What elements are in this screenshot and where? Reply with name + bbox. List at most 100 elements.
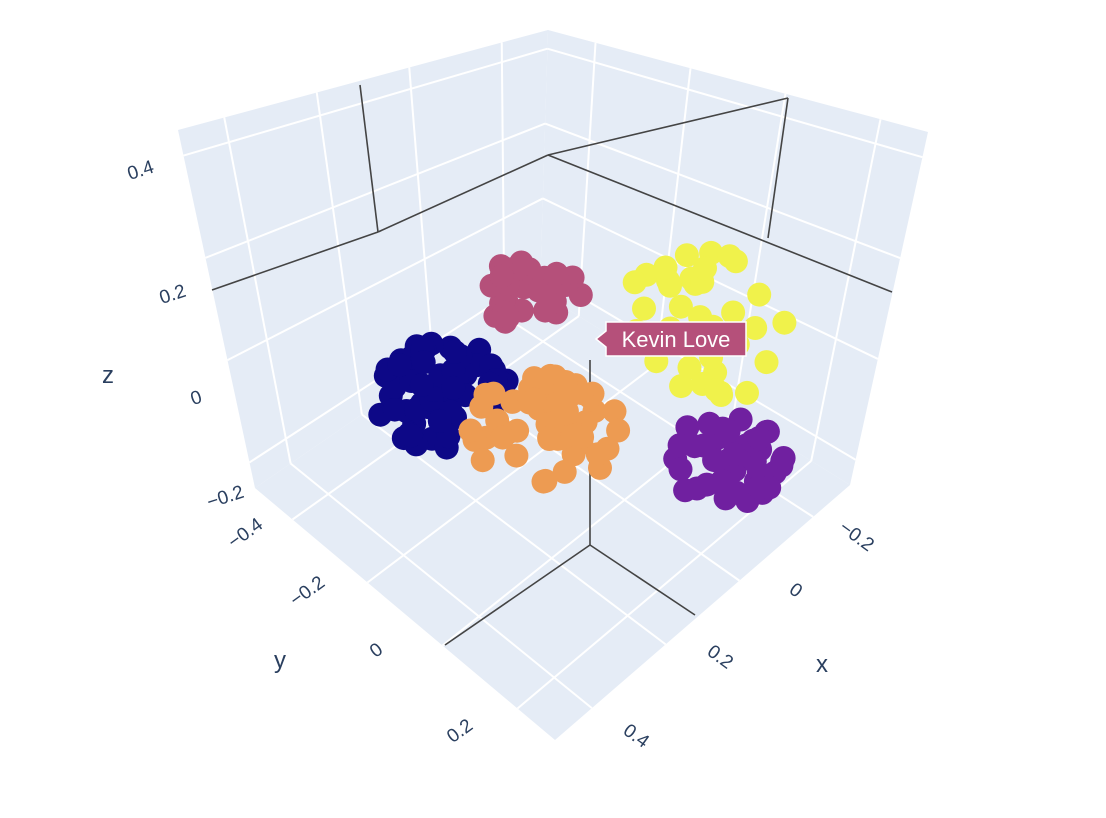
y-tick-label: 0 xyxy=(366,639,387,662)
x-tick-label: −0.2 xyxy=(835,517,878,556)
scatter-point[interactable] xyxy=(526,278,551,303)
scatter-point[interactable] xyxy=(399,423,424,448)
scatter-point[interactable] xyxy=(489,264,514,289)
scatter-point[interactable] xyxy=(653,255,678,280)
scatter-point[interactable] xyxy=(684,476,709,501)
zero-line xyxy=(767,97,789,239)
scatter-point[interactable] xyxy=(702,448,727,473)
scatter-point[interactable] xyxy=(667,433,692,458)
scatter-point[interactable] xyxy=(771,446,796,470)
y-axis-title: y xyxy=(274,647,286,674)
y-tick-label: −0.2 xyxy=(286,572,329,611)
scatter-point[interactable] xyxy=(658,273,682,298)
grid-line xyxy=(544,122,901,260)
scatter-point[interactable] xyxy=(722,442,746,467)
zero-line xyxy=(547,154,893,293)
scatter-point[interactable] xyxy=(743,316,768,340)
y-tick-label: −0.4 xyxy=(224,514,267,553)
scatter-point[interactable] xyxy=(675,415,700,440)
x-tick-label: 0.4 xyxy=(619,720,653,753)
scatter-point[interactable] xyxy=(531,469,556,494)
grid-line xyxy=(366,363,657,584)
scatter-point[interactable] xyxy=(606,418,631,443)
scatter-point[interactable] xyxy=(490,425,515,450)
scatter-point[interactable] xyxy=(632,296,656,321)
scatter-point[interactable] xyxy=(693,256,717,281)
scatter-point[interactable] xyxy=(716,419,741,443)
scatter-point[interactable] xyxy=(554,401,579,426)
zero-line xyxy=(547,97,789,156)
grid-line xyxy=(289,462,593,709)
scatter-point[interactable] xyxy=(602,399,627,424)
scatter-point[interactable] xyxy=(522,387,547,412)
scatter-point[interactable] xyxy=(721,300,746,325)
scatter-point[interactable] xyxy=(470,448,495,473)
scatter-point[interactable] xyxy=(458,418,483,443)
scatter-point[interactable] xyxy=(669,374,694,399)
x-tick-label: 0.2 xyxy=(703,641,737,674)
data-points[interactable] xyxy=(368,240,797,513)
scatter-point[interactable] xyxy=(668,294,693,319)
scatter-point[interactable] xyxy=(411,350,436,375)
scatter-point[interactable] xyxy=(622,270,647,295)
x-axis-title: x xyxy=(816,651,828,678)
scatter-point[interactable] xyxy=(747,282,772,307)
zero-line xyxy=(444,544,591,646)
y-tick-label: 0.2 xyxy=(443,715,477,748)
grid-line xyxy=(183,47,548,157)
scatter-point[interactable] xyxy=(754,350,779,375)
grid-line xyxy=(732,93,787,413)
scatter-point[interactable] xyxy=(441,358,466,383)
z-tick-label: 0.2 xyxy=(157,281,189,309)
scatter-point[interactable] xyxy=(746,475,771,500)
scatter-point[interactable] xyxy=(677,355,702,380)
scatter-point[interactable] xyxy=(409,373,434,397)
hover-tooltip-label: Kevin Love xyxy=(622,327,731,352)
scatter-point[interactable] xyxy=(716,476,741,501)
scatter-point[interactable] xyxy=(674,243,699,268)
grid-line xyxy=(205,122,546,259)
scatter-point[interactable] xyxy=(500,389,525,414)
scatter-point[interactable] xyxy=(504,443,529,468)
z-tick-label: 0.4 xyxy=(125,157,157,185)
hover-tooltip-box xyxy=(594,321,747,357)
zero-line xyxy=(589,544,696,616)
z-axis-title: z xyxy=(102,362,114,389)
scatter-point[interactable] xyxy=(553,370,578,394)
scatter-point[interactable] xyxy=(427,409,452,433)
scatter-point[interactable] xyxy=(704,378,729,403)
scatter-point[interactable] xyxy=(544,261,569,286)
zero-line xyxy=(359,84,379,233)
scatter-point[interactable] xyxy=(496,305,521,330)
scatter-point[interactable] xyxy=(595,436,620,461)
scatter-point[interactable] xyxy=(772,310,797,335)
back-left-wall xyxy=(178,30,548,488)
scatter-point[interactable] xyxy=(717,244,742,269)
grid-line xyxy=(408,67,435,366)
scatter-point[interactable] xyxy=(697,411,722,436)
grid-line xyxy=(810,119,882,462)
grid-line xyxy=(547,47,923,159)
scatter-point[interactable] xyxy=(747,426,771,451)
scatter-point[interactable] xyxy=(382,397,407,422)
scatter-point[interactable] xyxy=(570,425,595,449)
zero-line xyxy=(377,154,549,233)
z-tick-label: −0.2 xyxy=(204,482,246,514)
scatter-point[interactable] xyxy=(441,375,466,400)
scatter-point[interactable] xyxy=(509,250,534,275)
grid-line xyxy=(315,92,363,415)
scatter-point[interactable] xyxy=(442,339,467,364)
hover-tooltip: Kevin Love xyxy=(594,321,747,357)
z-tick-label: 0 xyxy=(188,387,205,410)
scatter-point[interactable] xyxy=(481,381,506,406)
scatter-point[interactable] xyxy=(735,380,759,405)
grid-line xyxy=(223,117,292,464)
zero-line xyxy=(211,231,379,291)
x-tick-label: 0 xyxy=(785,579,806,602)
grid-line xyxy=(227,197,544,362)
scatter-point[interactable] xyxy=(552,459,577,484)
scatter-point[interactable] xyxy=(387,353,412,378)
scatter-point[interactable] xyxy=(537,425,562,450)
scatter-point[interactable] xyxy=(668,457,693,482)
